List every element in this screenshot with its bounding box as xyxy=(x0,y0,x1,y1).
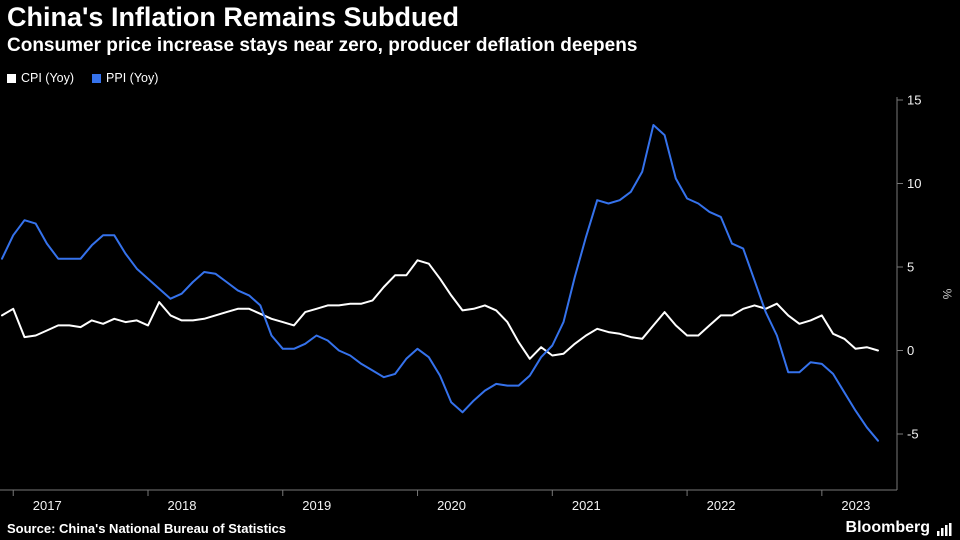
y-axis-unit-label: % xyxy=(940,289,954,300)
bloomberg-wordmark: Bloomberg xyxy=(845,519,930,536)
bloomberg-logo: Bloomberg xyxy=(846,519,952,537)
legend-item-ppi: PPI (Yoy) xyxy=(92,71,158,85)
cpi-line-series xyxy=(1,259,879,360)
source-note: Source: China's National Bureau of Stati… xyxy=(7,521,287,536)
x-axis-year-label: 2017 xyxy=(33,498,62,513)
y-axis-tick-label: 0 xyxy=(907,343,914,358)
legend-label-cpi: CPI (Yoy) xyxy=(21,71,75,85)
ppi-swatch-icon xyxy=(92,73,102,83)
footer: Source: China's National Bureau of Stati… xyxy=(0,518,960,540)
y-axis-tick-label: 5 xyxy=(907,260,914,275)
page-title: China's Inflation Remains Subdued xyxy=(7,2,459,32)
ppi-line-series xyxy=(1,124,879,442)
x-axis-year-label: 2023 xyxy=(841,498,870,513)
y-axis-tick-label: 10 xyxy=(907,176,921,191)
x-axis-year-label: 2020 xyxy=(437,498,466,513)
y-axis-tick-label: 15 xyxy=(907,93,921,108)
bloomberg-terminal-icon xyxy=(937,523,952,536)
inflation-line-chart: 15 10 5 0 -5 2017 2018 2019 2020 2021 2022 2023% xyxy=(0,93,954,513)
page-subtitle: Consumer price increase stays near zero,… xyxy=(7,35,638,56)
legend: CPI (Yoy) PPI (Yoy) xyxy=(7,71,158,85)
x-axis-year-label: 2021 xyxy=(572,498,601,513)
y-axis-tick-label: -5 xyxy=(907,427,919,442)
cpi-swatch-icon xyxy=(7,73,16,83)
legend-label-ppi: PPI (Yoy) xyxy=(106,71,159,85)
legend-item-cpi: CPI (Yoy) xyxy=(7,71,74,85)
x-axis-year-label: 2018 xyxy=(168,498,197,513)
x-axis-year-label: 2022 xyxy=(707,498,736,513)
x-axis-year-label: 2019 xyxy=(302,498,331,513)
